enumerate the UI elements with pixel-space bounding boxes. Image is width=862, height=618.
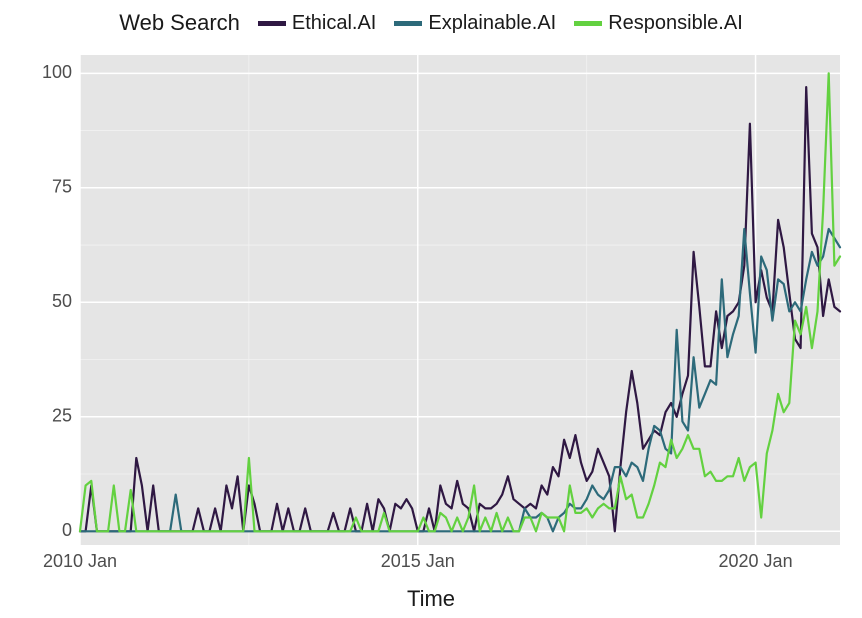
x-tick-label: 2015 Jan [381, 551, 455, 571]
legend-item-explainable: Explainable.AI [394, 12, 556, 35]
y-tick-label: 75 [52, 177, 72, 197]
legend-title: Web Search [119, 10, 240, 36]
plot-svg: 0255075100 2010 Jan2015 Jan2020 Jan [80, 55, 840, 575]
y-tick-label: 50 [52, 291, 72, 311]
x-tick-label: 2010 Jan [43, 551, 117, 571]
legend-label-ethical: Ethical.AI [292, 12, 376, 35]
x-axis-title: Time [0, 586, 862, 612]
chart-container: Web Search Ethical.AI Explainable.AI Res… [0, 0, 862, 618]
y-tick-label: 0 [62, 520, 72, 540]
legend-swatch-ethical [258, 21, 286, 26]
legend: Web Search Ethical.AI Explainable.AI Res… [0, 10, 862, 36]
y-tick-labels: 0 25 50 75 100 [42, 62, 72, 540]
x-tick-labels: 2010 Jan 2015 Jan 2020 Jan [43, 551, 793, 571]
x-tick-label: 2020 Jan [719, 551, 793, 571]
y-tick-label: 25 [52, 406, 72, 426]
legend-label-explainable: Explainable.AI [428, 12, 556, 35]
panel-background [80, 55, 840, 545]
legend-label-responsible: Responsible.AI [608, 12, 743, 35]
legend-item-responsible: Responsible.AI [574, 12, 743, 35]
legend-item-ethical: Ethical.AI [258, 12, 376, 35]
legend-swatch-responsible [574, 21, 602, 26]
plot-area: 0255075100 2010 Jan2015 Jan2020 Jan [80, 55, 840, 545]
legend-swatch-explainable [394, 21, 422, 26]
y-tick-label: 100 [42, 62, 72, 82]
